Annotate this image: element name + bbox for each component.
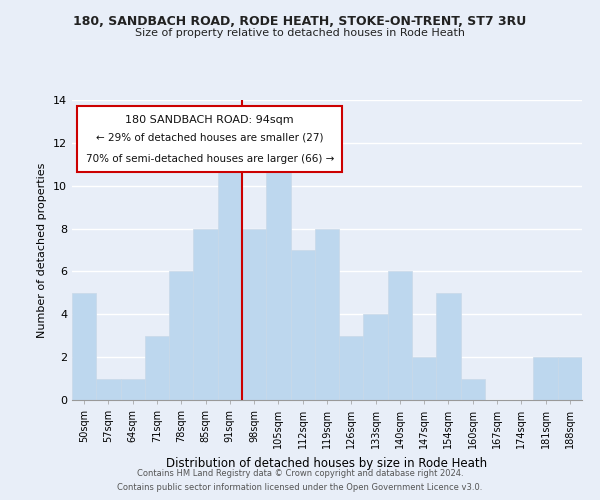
Bar bbox=[290, 250, 315, 400]
Text: Contains public sector information licensed under the Open Government Licence v3: Contains public sector information licen… bbox=[118, 484, 482, 492]
Bar bbox=[193, 228, 218, 400]
Bar bbox=[412, 357, 436, 400]
Text: ← 29% of detached houses are smaller (27): ← 29% of detached houses are smaller (27… bbox=[96, 133, 323, 143]
Bar bbox=[96, 378, 121, 400]
Bar bbox=[339, 336, 364, 400]
Bar bbox=[121, 378, 145, 400]
Bar bbox=[461, 378, 485, 400]
Bar bbox=[436, 293, 461, 400]
Text: 180, SANDBACH ROAD, RODE HEATH, STOKE-ON-TRENT, ST7 3RU: 180, SANDBACH ROAD, RODE HEATH, STOKE-ON… bbox=[73, 15, 527, 28]
Bar bbox=[266, 164, 290, 400]
Bar bbox=[169, 272, 193, 400]
Text: 180 SANDBACH ROAD: 94sqm: 180 SANDBACH ROAD: 94sqm bbox=[125, 115, 294, 125]
Bar bbox=[364, 314, 388, 400]
X-axis label: Distribution of detached houses by size in Rode Heath: Distribution of detached houses by size … bbox=[166, 456, 488, 469]
Bar bbox=[388, 272, 412, 400]
Y-axis label: Number of detached properties: Number of detached properties bbox=[37, 162, 47, 338]
Text: Contains HM Land Registry data © Crown copyright and database right 2024.: Contains HM Land Registry data © Crown c… bbox=[137, 468, 463, 477]
Text: Size of property relative to detached houses in Rode Heath: Size of property relative to detached ho… bbox=[135, 28, 465, 38]
Bar bbox=[242, 228, 266, 400]
Text: 70% of semi-detached houses are larger (66) →: 70% of semi-detached houses are larger (… bbox=[86, 154, 334, 164]
Bar bbox=[558, 357, 582, 400]
Bar bbox=[145, 336, 169, 400]
Bar bbox=[72, 293, 96, 400]
Bar bbox=[533, 357, 558, 400]
FancyBboxPatch shape bbox=[77, 106, 342, 172]
Bar bbox=[218, 143, 242, 400]
Bar bbox=[315, 228, 339, 400]
